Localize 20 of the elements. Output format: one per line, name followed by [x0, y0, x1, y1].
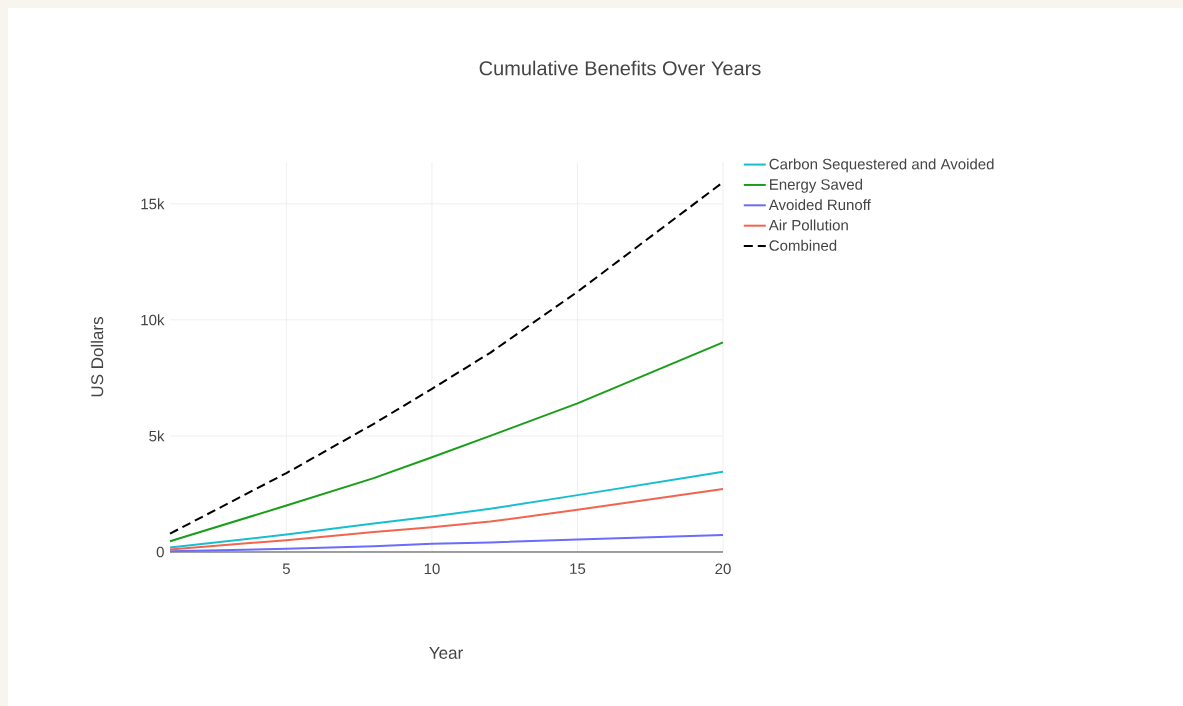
x-tick-label: 5 — [282, 563, 290, 574]
legend-label: Carbon Sequestered and Avoided — [769, 158, 994, 173]
x-tick-label: 15 — [570, 563, 586, 574]
x-axis-title: Year — [429, 647, 463, 659]
line-series — [169, 488, 725, 551]
legend-label: Avoided Runoff — [768, 199, 871, 211]
chart-title: Cumulative Benefits Over Years — [479, 60, 761, 76]
y-tick-label: 5k — [149, 430, 165, 442]
legend-label: Combined — [769, 239, 837, 251]
legend-label: Energy Saved — [770, 178, 863, 193]
y-axis-title: US Dollars — [90, 317, 104, 397]
y-tick-label: 15k — [141, 198, 165, 210]
legend-label: Air Pollution — [768, 219, 848, 231]
x-tick-label: 20 — [715, 563, 731, 575]
line-series — [169, 534, 725, 553]
y-tick-label: 10k — [141, 314, 165, 326]
x-tick-label: 10 — [424, 563, 440, 575]
line-series — [169, 470, 725, 549]
line-series — [169, 341, 725, 543]
y-tick-label: 0 — [156, 546, 164, 558]
